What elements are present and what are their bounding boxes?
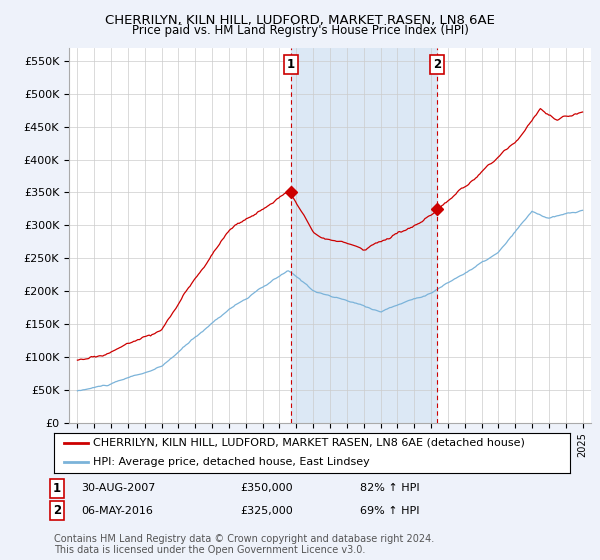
Text: 69% ↑ HPI: 69% ↑ HPI <box>360 506 419 516</box>
Text: £325,000: £325,000 <box>240 506 293 516</box>
Text: Price paid vs. HM Land Registry's House Price Index (HPI): Price paid vs. HM Land Registry's House … <box>131 24 469 37</box>
Text: CHERRILYN, KILN HILL, LUDFORD, MARKET RASEN, LN8 6AE: CHERRILYN, KILN HILL, LUDFORD, MARKET RA… <box>105 14 495 27</box>
Bar <box>291 48 437 423</box>
Text: CHERRILYN, KILN HILL, LUDFORD, MARKET RASEN, LN8 6AE (detached house): CHERRILYN, KILN HILL, LUDFORD, MARKET RA… <box>92 438 524 448</box>
Text: £350,000: £350,000 <box>240 483 293 493</box>
Text: 1: 1 <box>287 58 295 71</box>
Text: 30-AUG-2007: 30-AUG-2007 <box>81 483 155 493</box>
Text: 2: 2 <box>53 504 61 517</box>
Text: Contains HM Land Registry data © Crown copyright and database right 2024.
This d: Contains HM Land Registry data © Crown c… <box>54 534 434 555</box>
Text: 06-MAY-2016: 06-MAY-2016 <box>81 506 153 516</box>
Text: 2: 2 <box>433 58 441 71</box>
Text: 82% ↑ HPI: 82% ↑ HPI <box>360 483 419 493</box>
Text: HPI: Average price, detached house, East Lindsey: HPI: Average price, detached house, East… <box>92 457 370 467</box>
Text: 1: 1 <box>53 482 61 495</box>
